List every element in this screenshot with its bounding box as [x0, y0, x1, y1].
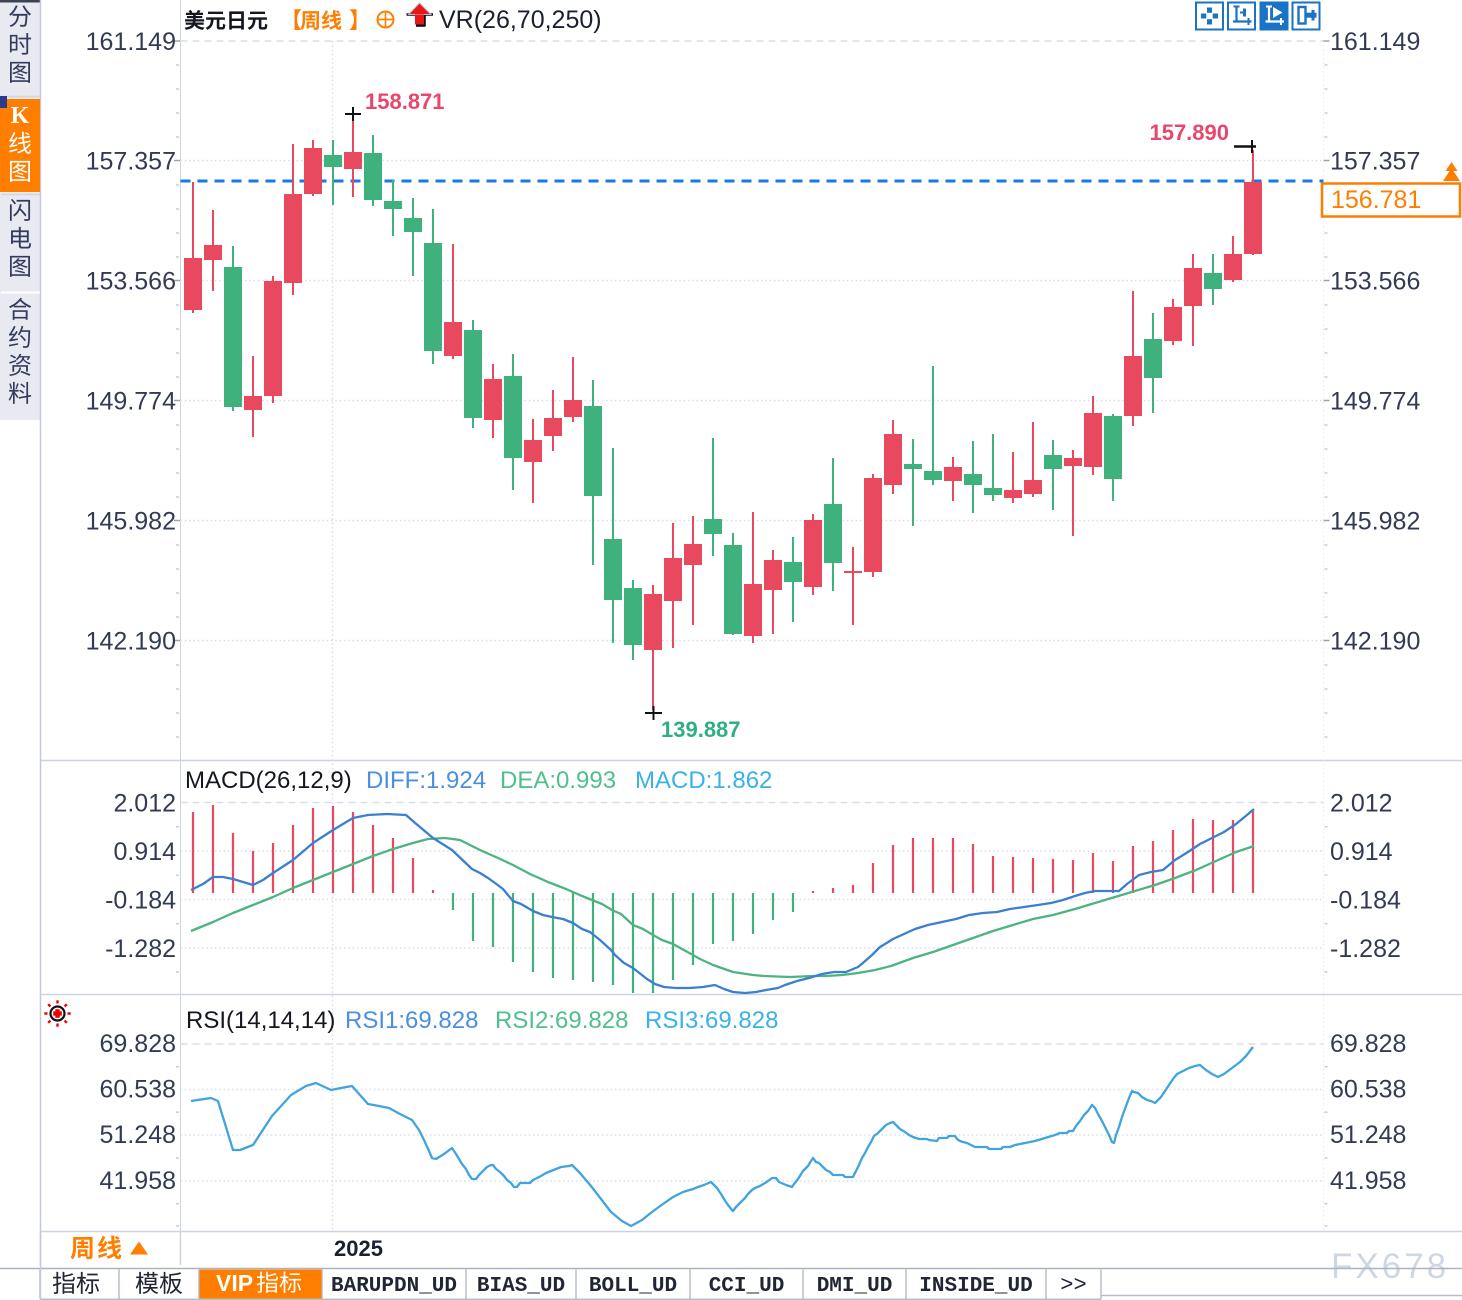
svg-text:158.871: 158.871 — [365, 89, 445, 114]
svg-text:157.357: 157.357 — [1330, 148, 1420, 176]
svg-text:-1.282: -1.282 — [105, 935, 176, 963]
svg-text:DIFF:1.924: DIFF:1.924 — [366, 767, 486, 794]
svg-text:-0.184: -0.184 — [105, 887, 176, 915]
svg-text:RSI1:69.828: RSI1:69.828 — [345, 1007, 478, 1034]
svg-text:INSIDE_UD: INSIDE_UD — [919, 1275, 1032, 1298]
svg-text:69.828: 69.828 — [1330, 1030, 1406, 1058]
svg-text:51.248: 51.248 — [100, 1121, 176, 1149]
svg-text:RSI(14,14,14): RSI(14,14,14) — [186, 1007, 335, 1034]
svg-text:157.890: 157.890 — [1149, 120, 1229, 145]
svg-text:-1.282: -1.282 — [1330, 935, 1401, 963]
svg-text:2025: 2025 — [334, 1236, 383, 1261]
svg-text:142.190: 142.190 — [1330, 628, 1420, 656]
svg-text:DMI_UD: DMI_UD — [817, 1275, 893, 1298]
svg-text:VR(26,70,250): VR(26,70,250) — [439, 6, 602, 34]
svg-text:MACD(26,12,9): MACD(26,12,9) — [185, 767, 352, 794]
svg-text:149.774: 149.774 — [86, 388, 176, 416]
svg-text:41.958: 41.958 — [1330, 1167, 1406, 1195]
svg-text:145.982: 145.982 — [1330, 508, 1420, 536]
svg-text:BOLL_UD: BOLL_UD — [589, 1275, 677, 1298]
svg-text:-0.184: -0.184 — [1330, 887, 1401, 915]
svg-text:RSI2:69.828: RSI2:69.828 — [495, 1007, 628, 1034]
svg-text:0.914: 0.914 — [113, 838, 176, 866]
svg-text:139.887: 139.887 — [661, 717, 741, 742]
svg-text:2.012: 2.012 — [1330, 790, 1393, 818]
svg-text:>>: >> — [1060, 1273, 1086, 1298]
svg-text:K: K — [11, 103, 30, 129]
svg-text:BARUPDN_UD: BARUPDN_UD — [331, 1275, 457, 1298]
svg-text:DEA:0.993: DEA:0.993 — [500, 767, 616, 794]
svg-text:153.566: 153.566 — [1330, 268, 1420, 296]
svg-text:156.781: 156.781 — [1331, 186, 1421, 214]
svg-text:2.012: 2.012 — [113, 790, 176, 818]
svg-text:69.828: 69.828 — [100, 1030, 176, 1058]
svg-text:142.190: 142.190 — [86, 628, 176, 656]
svg-text:RSI3:69.828: RSI3:69.828 — [645, 1007, 778, 1034]
svg-text:MACD:1.862: MACD:1.862 — [635, 767, 772, 794]
svg-text:CCI_UD: CCI_UD — [709, 1275, 785, 1298]
svg-text:BIAS_UD: BIAS_UD — [477, 1275, 565, 1298]
svg-text:145.982: 145.982 — [86, 508, 176, 536]
svg-text:FX678: FX678 — [1331, 1247, 1449, 1286]
svg-text:149.774: 149.774 — [1330, 388, 1420, 416]
svg-text:161.149: 161.149 — [86, 28, 176, 56]
svg-text:157.357: 157.357 — [86, 148, 176, 176]
svg-text:VIP: VIP — [216, 1270, 253, 1296]
svg-text:153.566: 153.566 — [86, 268, 176, 296]
svg-text:41.958: 41.958 — [100, 1167, 176, 1195]
svg-text:60.538: 60.538 — [1330, 1076, 1406, 1104]
svg-text:51.248: 51.248 — [1330, 1121, 1406, 1149]
svg-text:60.538: 60.538 — [100, 1076, 176, 1104]
svg-text:0.914: 0.914 — [1330, 838, 1393, 866]
svg-text:161.149: 161.149 — [1330, 28, 1420, 56]
